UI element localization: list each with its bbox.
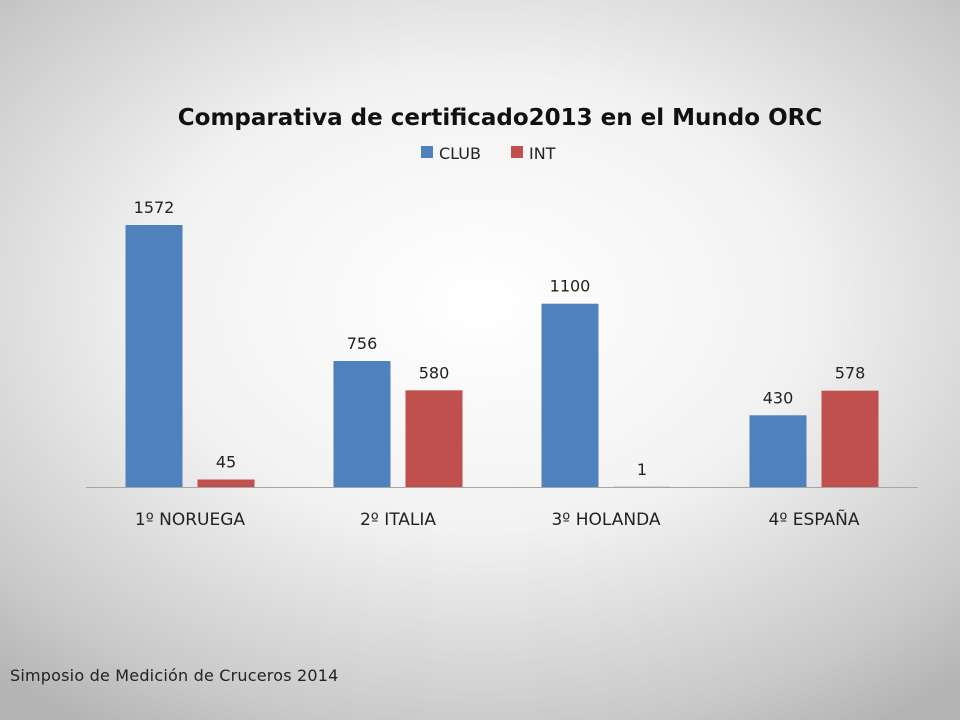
x-tick-label-1: 1º NORUEGA <box>135 510 245 530</box>
x-tick-label-4: 4º ESPAÑA <box>769 508 860 530</box>
data-label-club-2: 756 <box>347 334 378 353</box>
data-label-club-3: 1100 <box>550 277 591 296</box>
data-label-club-4: 430 <box>763 388 794 407</box>
legend-label-club: CLUB <box>439 144 481 163</box>
bar-club-2 <box>333 361 391 487</box>
plot-area: 1572 45 1º NORUEGA 756 580 2º ITALIA 1100 1 3º H… <box>86 198 918 530</box>
x-tick-label-3: 3º HOLANDA <box>551 510 660 530</box>
bar-club-3 <box>541 303 599 487</box>
footer-caption: Simposio de Medición de Cruceros 2014 <box>10 666 339 685</box>
x-tick-label-2: 2º ITALIA <box>360 510 436 530</box>
data-label-int-2: 580 <box>419 363 450 382</box>
chart-title: Comparativa de certificado2013 en el Mun… <box>178 105 822 131</box>
legend-swatch-club <box>421 146 433 158</box>
legend-label-int: INT <box>529 144 556 163</box>
bar-club-4 <box>749 415 807 487</box>
bar-club-1 <box>125 225 183 487</box>
bar-int-4 <box>821 390 879 487</box>
bar-int-1 <box>197 479 255 487</box>
legend-swatch-int <box>511 146 523 158</box>
chart-legend: CLUB INT <box>421 144 556 163</box>
data-label-int-4: 578 <box>835 364 866 383</box>
data-label-club-1: 1572 <box>134 198 175 217</box>
data-label-int-1: 45 <box>216 453 236 472</box>
data-label-int-3: 1 <box>637 460 647 479</box>
bar-int-2 <box>405 390 463 487</box>
